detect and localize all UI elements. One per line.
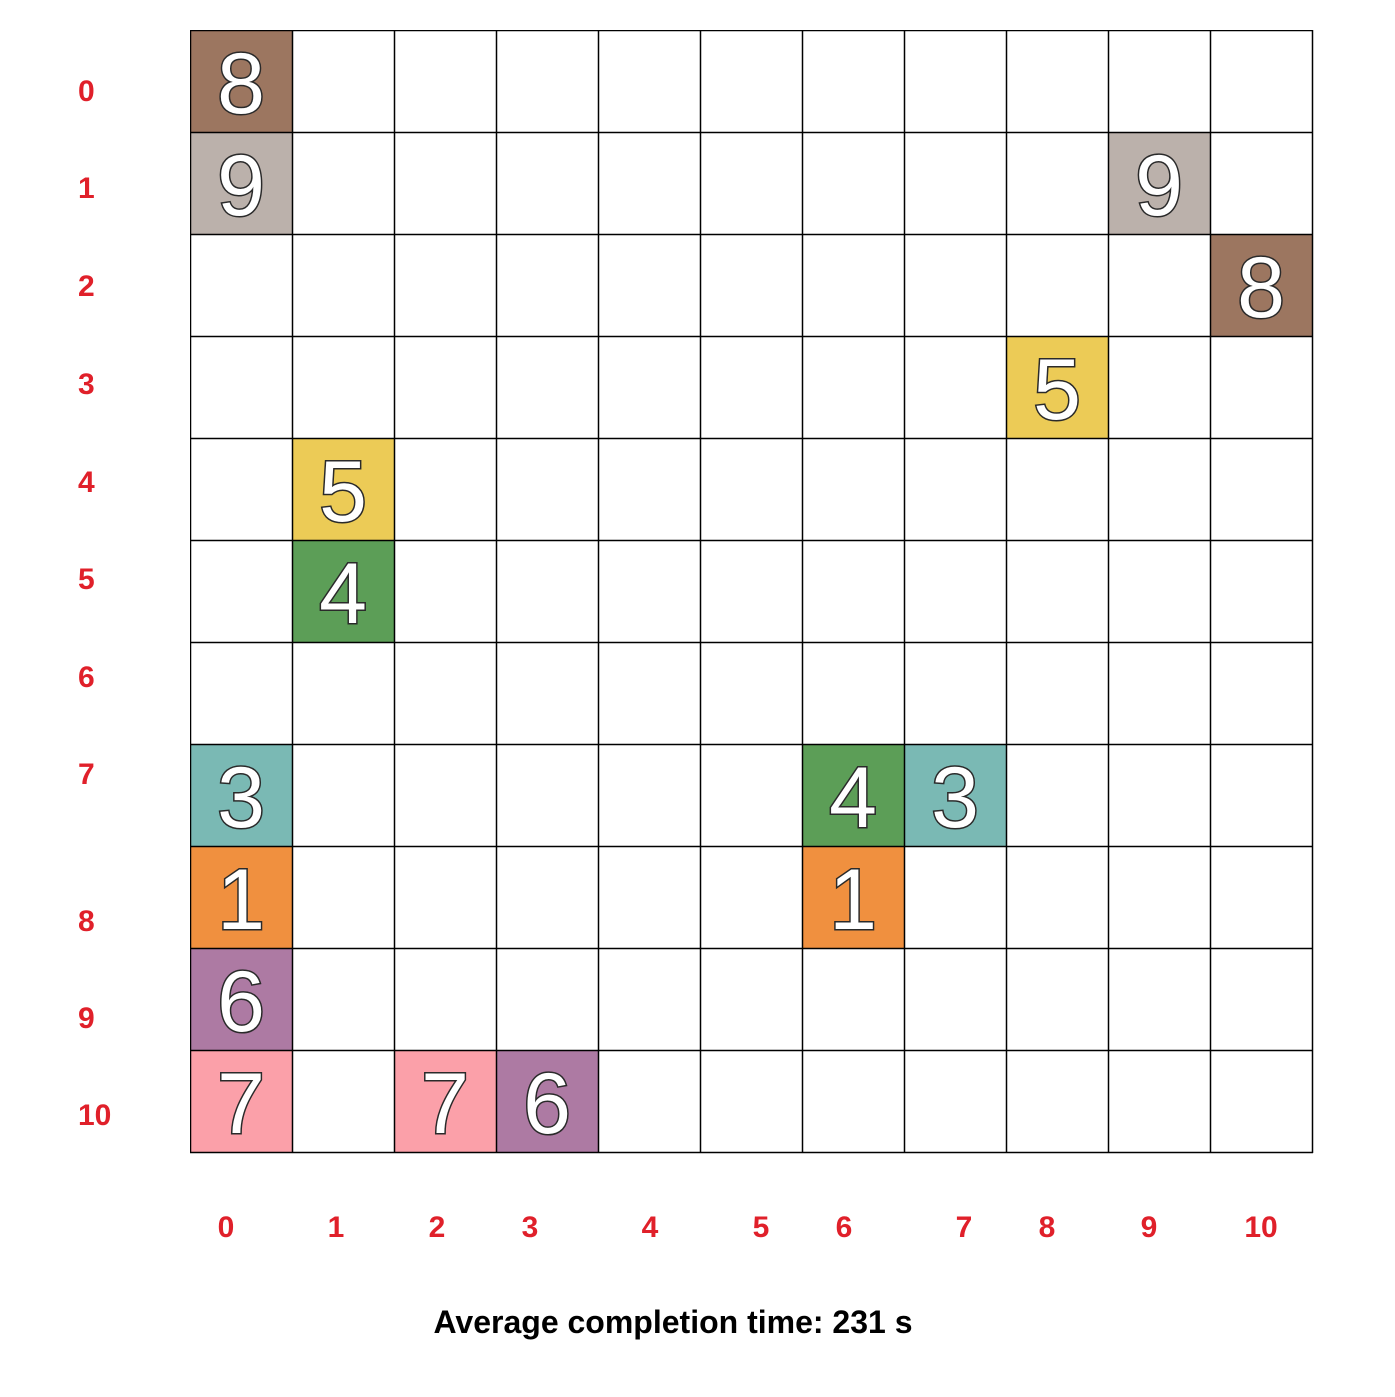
cell-number-text: 7 bbox=[421, 1056, 469, 1152]
column-label-4: 4 bbox=[641, 1211, 659, 1244]
row-label-0: 0 bbox=[78, 75, 95, 108]
column-label-2: 2 bbox=[428, 1211, 446, 1244]
grid-cell-r7-c0[interactable]: 3 bbox=[190, 744, 292, 846]
column-label-5: 5 bbox=[752, 1211, 770, 1244]
column-label-3: 3 bbox=[521, 1211, 539, 1244]
cell-number-text: 8 bbox=[217, 36, 265, 132]
row-label-9: 9 bbox=[78, 1002, 95, 1035]
cell-number: 5 bbox=[318, 443, 369, 541]
cell-number: 7 bbox=[216, 1055, 267, 1153]
cell-number: 6 bbox=[216, 953, 267, 1051]
cell-number: 8 bbox=[1236, 239, 1287, 337]
cell-number: 6 bbox=[522, 1055, 573, 1153]
cell-number: 3 bbox=[216, 749, 267, 847]
cell-number-text: 6 bbox=[217, 954, 265, 1050]
cell-number-text: 4 bbox=[319, 546, 367, 642]
grid-cell-r8-c6[interactable]: 1 bbox=[802, 846, 904, 948]
column-label-8: 8 bbox=[1038, 1211, 1056, 1244]
cell-number-text: 9 bbox=[1135, 138, 1183, 234]
cell-number-text: 4 bbox=[829, 750, 877, 846]
row-label-7: 7 bbox=[78, 758, 95, 791]
cell-number: 9 bbox=[1134, 137, 1185, 235]
column-label-1: 1 bbox=[327, 1211, 345, 1244]
grid-cell-r1-c9[interactable]: 9 bbox=[1108, 132, 1210, 234]
grid-cell-r7-c7[interactable]: 3 bbox=[904, 744, 1006, 846]
row-label-10: 10 bbox=[78, 1099, 112, 1132]
cell-number-text: 1 bbox=[217, 852, 265, 948]
column-label-10: 10 bbox=[1244, 1211, 1278, 1244]
cell-number-text: 8 bbox=[1237, 240, 1285, 336]
cell-number: 1 bbox=[216, 851, 267, 949]
grid-cell-r2-c10[interactable]: 8 bbox=[1210, 234, 1312, 336]
grid-cell-r4-c1[interactable]: 5 bbox=[292, 438, 394, 540]
cell-number-text: 1 bbox=[829, 852, 877, 948]
row-label-6: 6 bbox=[78, 661, 95, 694]
cell-number: 4 bbox=[318, 545, 369, 643]
grid-cell-r10-c0[interactable]: 7 bbox=[190, 1050, 292, 1152]
cell-number-text: 7 bbox=[217, 1056, 265, 1152]
grid-lines bbox=[190, 30, 1314, 1154]
cell-number: 8 bbox=[216, 35, 267, 133]
column-label-7: 7 bbox=[955, 1211, 973, 1244]
cell-number-text: 5 bbox=[319, 444, 367, 540]
grid-cell-r1-c0[interactable]: 9 bbox=[190, 132, 292, 234]
grid-cell-r5-c1[interactable]: 4 bbox=[292, 540, 394, 642]
column-label-0: 0 bbox=[217, 1211, 235, 1244]
row-label-5: 5 bbox=[78, 563, 95, 596]
grid-cell-r10-c3[interactable]: 6 bbox=[496, 1050, 598, 1152]
column-label-9: 9 bbox=[1140, 1211, 1158, 1244]
grid-cell-r3-c8[interactable]: 5 bbox=[1006, 336, 1108, 438]
row-label-8: 8 bbox=[78, 905, 95, 938]
cell-number-text: 3 bbox=[931, 750, 979, 846]
cell-number-text: 6 bbox=[523, 1056, 571, 1152]
column-label-6: 6 bbox=[835, 1211, 853, 1244]
grid-cell-r0-c0[interactable]: 8 bbox=[190, 30, 292, 132]
grid-cell-r10-c2[interactable]: 7 bbox=[394, 1050, 496, 1152]
cell-number: 4 bbox=[828, 749, 879, 847]
cell-number: 1 bbox=[828, 851, 879, 949]
grid-cell-r8-c0[interactable]: 1 bbox=[190, 846, 292, 948]
average-completion-time: Average completion time: 231 s bbox=[433, 1304, 913, 1340]
cell-number-text: 5 bbox=[1033, 342, 1081, 438]
grid-cell-r9-c0[interactable]: 6 bbox=[190, 948, 292, 1050]
cell-number: 9 bbox=[216, 137, 267, 235]
row-label-3: 3 bbox=[78, 368, 95, 401]
row-label-2: 2 bbox=[78, 270, 95, 303]
row-label-1: 1 bbox=[78, 172, 95, 205]
row-label-4: 4 bbox=[78, 466, 95, 499]
cell-number: 7 bbox=[420, 1055, 471, 1153]
grid-cell-r7-c6[interactable]: 4 bbox=[802, 744, 904, 846]
cell-number-text: 3 bbox=[217, 750, 265, 846]
cell-number-text: 9 bbox=[217, 138, 265, 234]
cell-number: 5 bbox=[1032, 341, 1083, 439]
cell-number: 3 bbox=[930, 749, 981, 847]
